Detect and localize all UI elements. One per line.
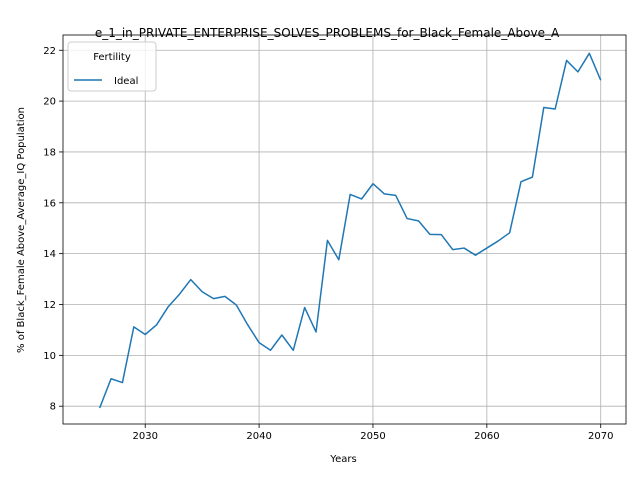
series-line-0: [98, 52, 602, 409]
x-axis-label: Years: [329, 454, 356, 465]
y-tick-label: 8: [50, 402, 56, 413]
x-tick-label: 2050: [360, 431, 385, 442]
grid: [63, 35, 626, 424]
y-tick-label: 10: [43, 351, 56, 362]
x-axis: 2030 2040 2050 2060 2070: [132, 424, 613, 442]
legend: Fertility Ideal: [67, 41, 157, 92]
y-tick-label: 14: [43, 249, 56, 260]
y-tick-label: 18: [43, 147, 56, 158]
legend-title: Fertility: [93, 52, 131, 63]
x-tick-label: 2030: [132, 431, 157, 442]
y-tick-label: 16: [43, 198, 56, 209]
x-tick-label: 2040: [246, 431, 271, 442]
plot-frame: [62, 34, 627, 425]
chart-title: e_1_in_PRIVATE_ENTERPRISE_SOLVES_PROBLEM…: [95, 26, 560, 40]
y-tick-label: 22: [43, 46, 56, 57]
y-tick-label: 20: [43, 97, 56, 108]
legend-box: [67, 41, 157, 92]
y-axis-label: % of Black_Female Above_Average_IQ Popul…: [16, 107, 27, 353]
x-tick-label: 2070: [588, 431, 613, 442]
x-tick-label: 2060: [474, 431, 499, 442]
legend-entry: Ideal: [114, 76, 138, 87]
y-tick-label: 12: [43, 300, 56, 311]
series-layer: [98, 52, 602, 409]
y-axis: 8 10 12 14 16 18 20 22: [43, 46, 63, 413]
axes-spine: [62, 34, 627, 425]
